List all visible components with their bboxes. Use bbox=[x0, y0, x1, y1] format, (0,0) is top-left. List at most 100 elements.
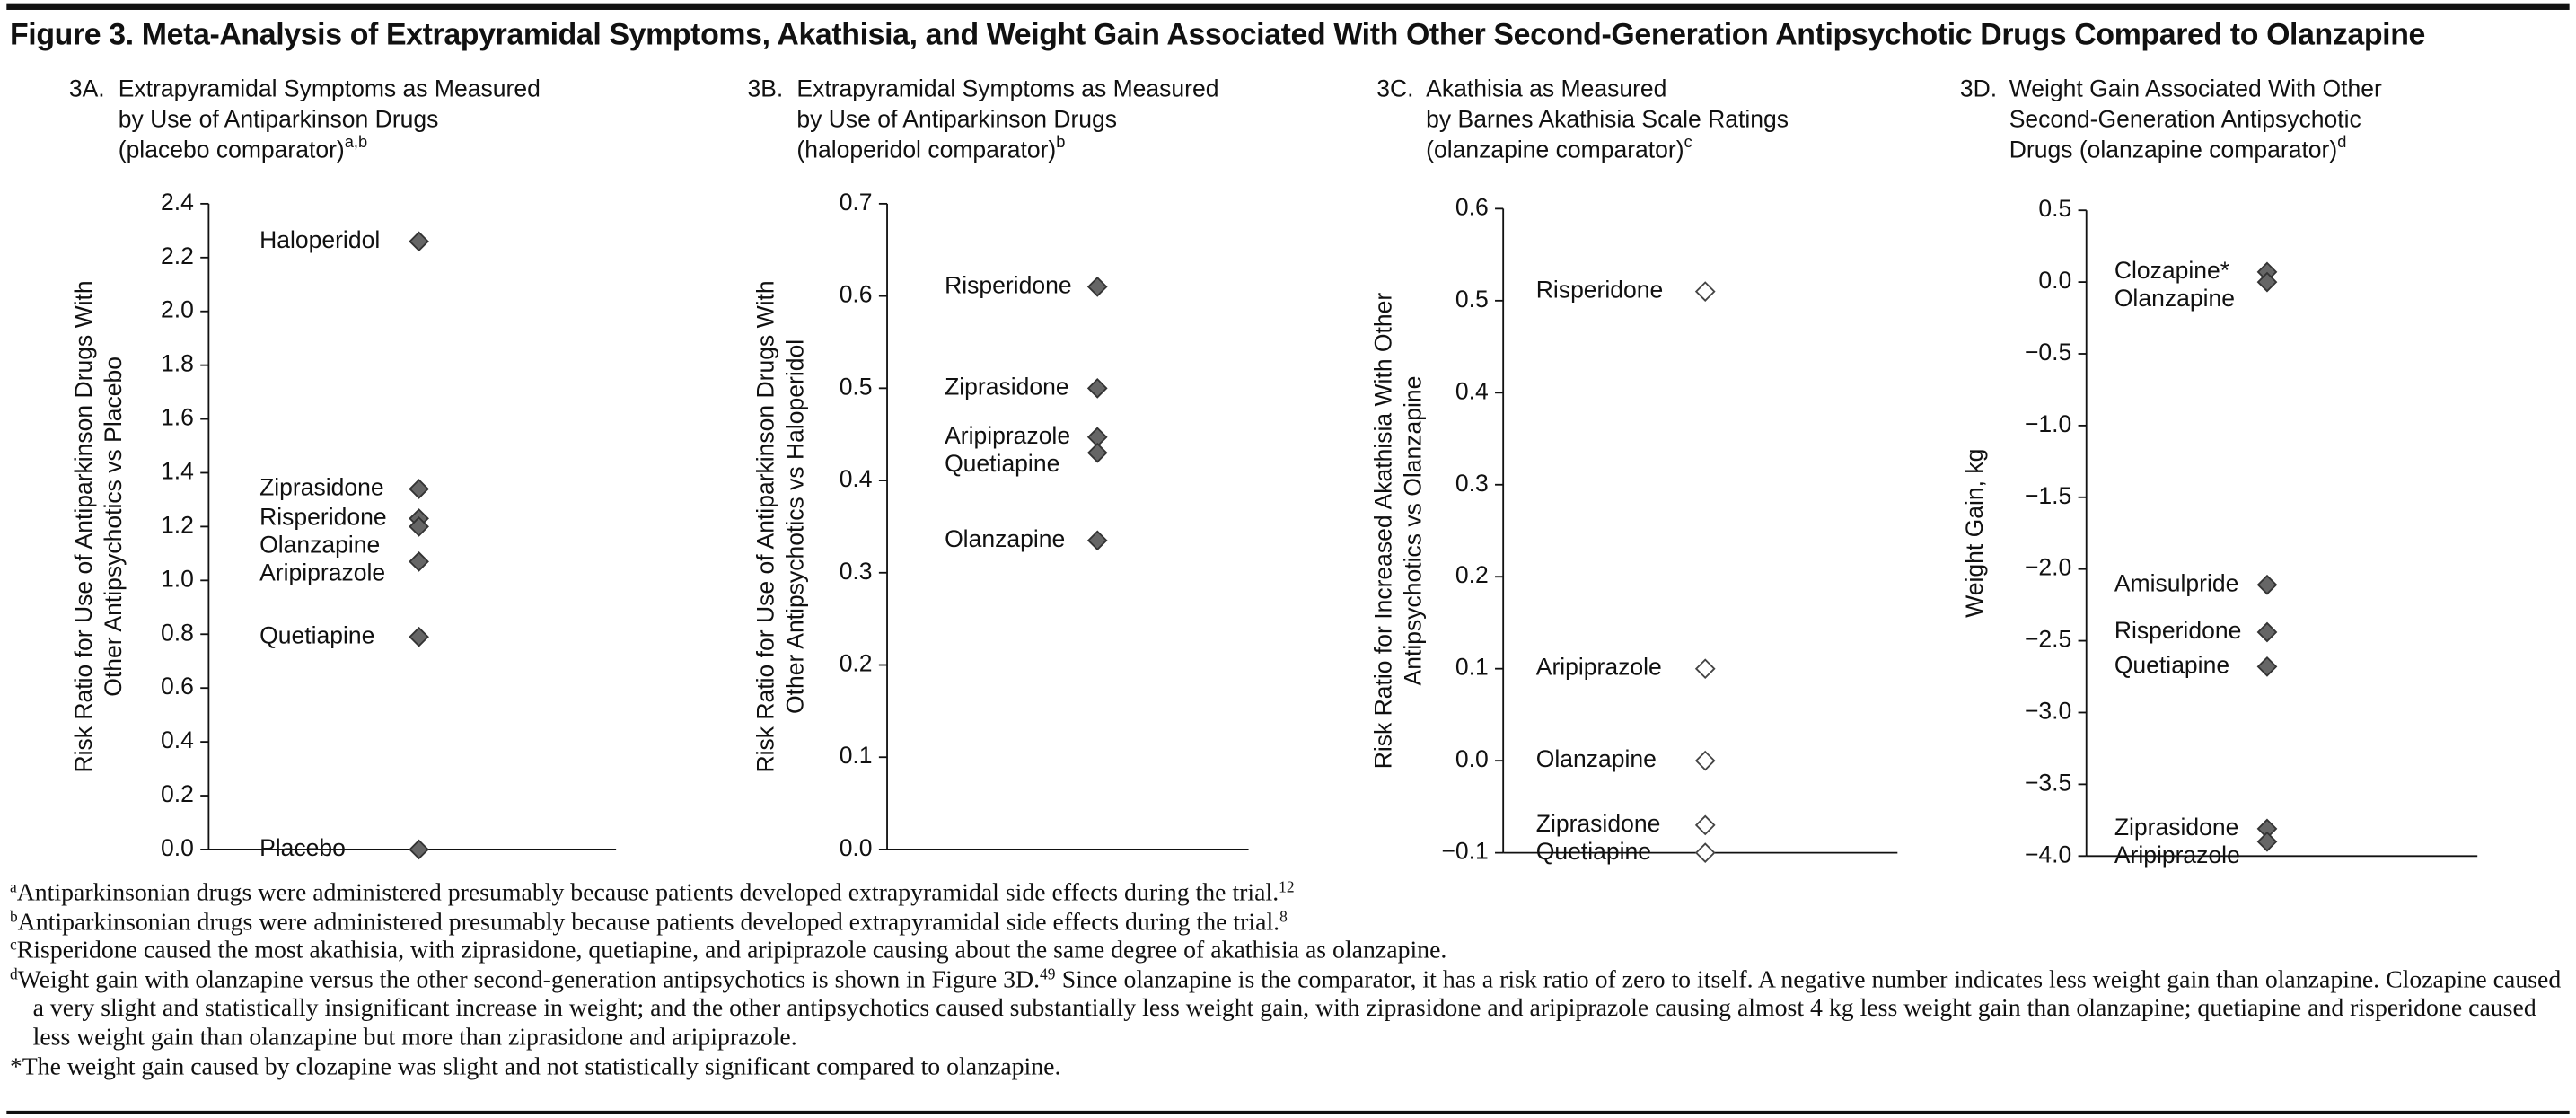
y-tick-label: −4.0 bbox=[2025, 841, 2071, 867]
footnote: cRisperidone caused the most akathisia, … bbox=[10, 937, 2566, 965]
point-label: Ziprasidone bbox=[945, 373, 1069, 400]
point-label: Risperidone bbox=[259, 503, 387, 530]
marker bbox=[1694, 842, 1716, 863]
panel-title: by Use of Antiparkinson Drugs bbox=[796, 105, 1117, 132]
y-tick-label: 0.0 bbox=[840, 834, 873, 861]
footnote-text: Since olanzapine is the comparator, it h… bbox=[32, 965, 2562, 1052]
footnote: bAntiparkinsonian drugs were administere… bbox=[10, 908, 2566, 937]
point-label: Ziprasidone bbox=[259, 473, 384, 500]
panel-title-line: by Use of Antiparkinson Drugs bbox=[796, 105, 1117, 132]
y-tick-label: 0.0 bbox=[2038, 267, 2071, 294]
footnote: dWeight gain with olanzapine versus the … bbox=[10, 965, 2566, 1052]
footnote-mark: c bbox=[9, 938, 17, 955]
point-label: Olanzapine bbox=[259, 532, 380, 559]
y-tick-label: 0.7 bbox=[840, 189, 873, 216]
y-axis-label: Risk Ratio for Increased Akathisia With … bbox=[1369, 293, 1396, 770]
y-tick-label: 0.4 bbox=[161, 726, 194, 753]
y-tick-label: 0.1 bbox=[840, 742, 873, 769]
y-axis-label: Other Antipsychotics vs Placebo bbox=[100, 357, 127, 697]
title-superscript: a,b bbox=[345, 132, 367, 151]
marker bbox=[1694, 658, 1716, 680]
point-label: Amisulpride bbox=[2114, 569, 2239, 596]
panel-title: Extrapyramidal Symptoms as Measured bbox=[796, 75, 1218, 102]
y-tick-label: 0.6 bbox=[161, 673, 194, 700]
y-tick-label: 0.0 bbox=[161, 834, 194, 861]
footnote: *The weight gain caused by clozapine was… bbox=[10, 1052, 2566, 1081]
y-tick-label: 0.5 bbox=[2038, 195, 2071, 222]
panel-title-line: Akathisia as Measured bbox=[1426, 75, 1666, 102]
marker bbox=[1086, 442, 1108, 463]
y-tick-label: 0.8 bbox=[161, 619, 194, 646]
title-superscript: d bbox=[2337, 132, 2346, 151]
marker bbox=[1694, 281, 1716, 302]
marker bbox=[2256, 271, 2278, 293]
point-label: Olanzapine bbox=[2114, 285, 2235, 312]
y-tick-label: 2.2 bbox=[161, 242, 194, 269]
y-tick-label: 0.6 bbox=[1455, 193, 1489, 220]
point-label: Risperidone bbox=[945, 271, 1072, 298]
footnote-reference: 12 bbox=[1279, 880, 1295, 898]
y-tick-label: −2.5 bbox=[2025, 626, 2071, 653]
y-tick-label: 0.0 bbox=[1455, 745, 1489, 772]
panel-label: 3B. bbox=[748, 75, 784, 102]
panel-title: Akathisia as Measured bbox=[1426, 75, 1666, 102]
point-label: Quetiapine bbox=[1536, 838, 1651, 865]
panel-title: Weight Gain Associated With Other bbox=[2009, 75, 2382, 102]
footnote-text: The weight gain caused by clozapine was … bbox=[22, 1052, 1061, 1081]
panel-title-line: Second-Generation Antipsychotic bbox=[2009, 105, 2361, 132]
y-tick-label: −1.0 bbox=[2025, 410, 2071, 437]
point-label: Risperidone bbox=[1536, 277, 1664, 304]
point-label: Clozapine* bbox=[2114, 257, 2229, 284]
y-axis-label: Weight Gain, kg bbox=[1961, 449, 1988, 618]
panel-title: (placebo comparator)a,b bbox=[119, 132, 367, 163]
footnote-reference: 49 bbox=[1040, 967, 1056, 984]
footnote: aAntiparkinsonian drugs were administere… bbox=[10, 879, 2566, 908]
panel-title-line: Drugs (olanzapine comparator) bbox=[2009, 136, 2338, 163]
point-label: Placebo bbox=[259, 834, 346, 861]
y-tick-label: 1.0 bbox=[161, 565, 194, 592]
y-axis-label: Risk Ratio for Use of Antiparkinson Drug… bbox=[752, 280, 778, 772]
point-label: Olanzapine bbox=[1536, 745, 1657, 772]
panel-title: (olanzapine comparator)c bbox=[1426, 132, 1692, 163]
footnote-text: Antiparkinsonian drugs were administered… bbox=[17, 908, 1280, 937]
panel-title-line: by Use of Antiparkinson Drugs bbox=[119, 105, 439, 132]
y-tick-label: 0.1 bbox=[1455, 654, 1489, 681]
footnote-reference: 8 bbox=[1279, 909, 1288, 927]
point-label: Ziprasidone bbox=[1536, 810, 1661, 837]
top-rule bbox=[6, 3, 2570, 10]
footnote-text: Weight gain with olanzapine versus the o… bbox=[17, 965, 1041, 994]
y-tick-label: 1.2 bbox=[161, 511, 194, 538]
title-superscript: b bbox=[1056, 132, 1065, 151]
panel-title-line: Extrapyramidal Symptoms as Measured bbox=[796, 75, 1218, 102]
point-label: Quetiapine bbox=[945, 450, 1059, 477]
panel-title-line: (haloperidol comparator) bbox=[796, 136, 1056, 163]
y-tick-label: −0.5 bbox=[2025, 339, 2071, 365]
footnote-mark: a bbox=[9, 880, 17, 898]
marker bbox=[1086, 276, 1108, 297]
panel-title: (haloperidol comparator)b bbox=[796, 132, 1065, 163]
point-label: Haloperidol bbox=[259, 226, 380, 253]
footnote-mark: * bbox=[9, 1053, 22, 1081]
charts: 3A. Extrapyramidal Symptoms as Measured by… bbox=[69, 75, 2478, 868]
panel-label: 3C. bbox=[1376, 75, 1413, 102]
panel-label: 3A. bbox=[69, 75, 105, 102]
point-label: Quetiapine bbox=[2114, 651, 2229, 678]
y-tick-label: 0.4 bbox=[840, 465, 873, 492]
marker bbox=[1086, 377, 1108, 399]
title-superscript: c bbox=[1684, 132, 1692, 151]
figure-title: Figure 3. Meta-Analysis of Extrapyramida… bbox=[9, 16, 2425, 51]
point-label: Aripiprazole bbox=[1536, 654, 1662, 681]
point-label: Ziprasidone bbox=[2114, 814, 2239, 841]
y-tick-label: 2.0 bbox=[161, 296, 194, 323]
marker bbox=[409, 479, 429, 499]
point-label: Aripiprazole bbox=[2114, 841, 2240, 868]
y-tick-label: 0.5 bbox=[840, 373, 873, 400]
point-label: Risperidone bbox=[2114, 617, 2242, 644]
y-tick-label: −3.5 bbox=[2025, 769, 2071, 796]
footnote-mark: d bbox=[9, 967, 18, 984]
panel-title: Extrapyramidal Symptoms as Measured bbox=[119, 75, 541, 102]
panel-title-line: (olanzapine comparator) bbox=[1426, 136, 1684, 163]
y-tick-label: 0.2 bbox=[1455, 561, 1489, 588]
